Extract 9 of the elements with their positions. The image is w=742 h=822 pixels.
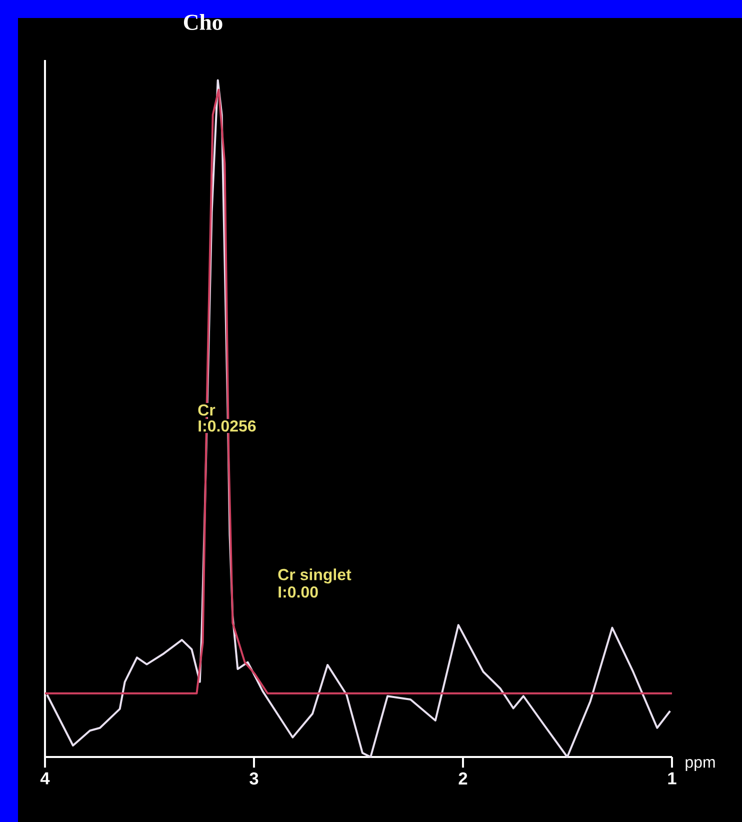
x-tick-label: 1 (668, 772, 676, 784)
chart-title: Cho (184, 14, 222, 30)
annotation: I:0.0256 (198, 420, 256, 432)
x-tick-label: 2 (458, 772, 468, 784)
annotation: I:0.00 (278, 586, 318, 598)
x-tick-label: 3 (250, 772, 258, 785)
annotation: Cr singlet (278, 568, 352, 584)
x-axis-title: ppm (686, 759, 715, 771)
x-tick-label: 4 (40, 772, 50, 784)
